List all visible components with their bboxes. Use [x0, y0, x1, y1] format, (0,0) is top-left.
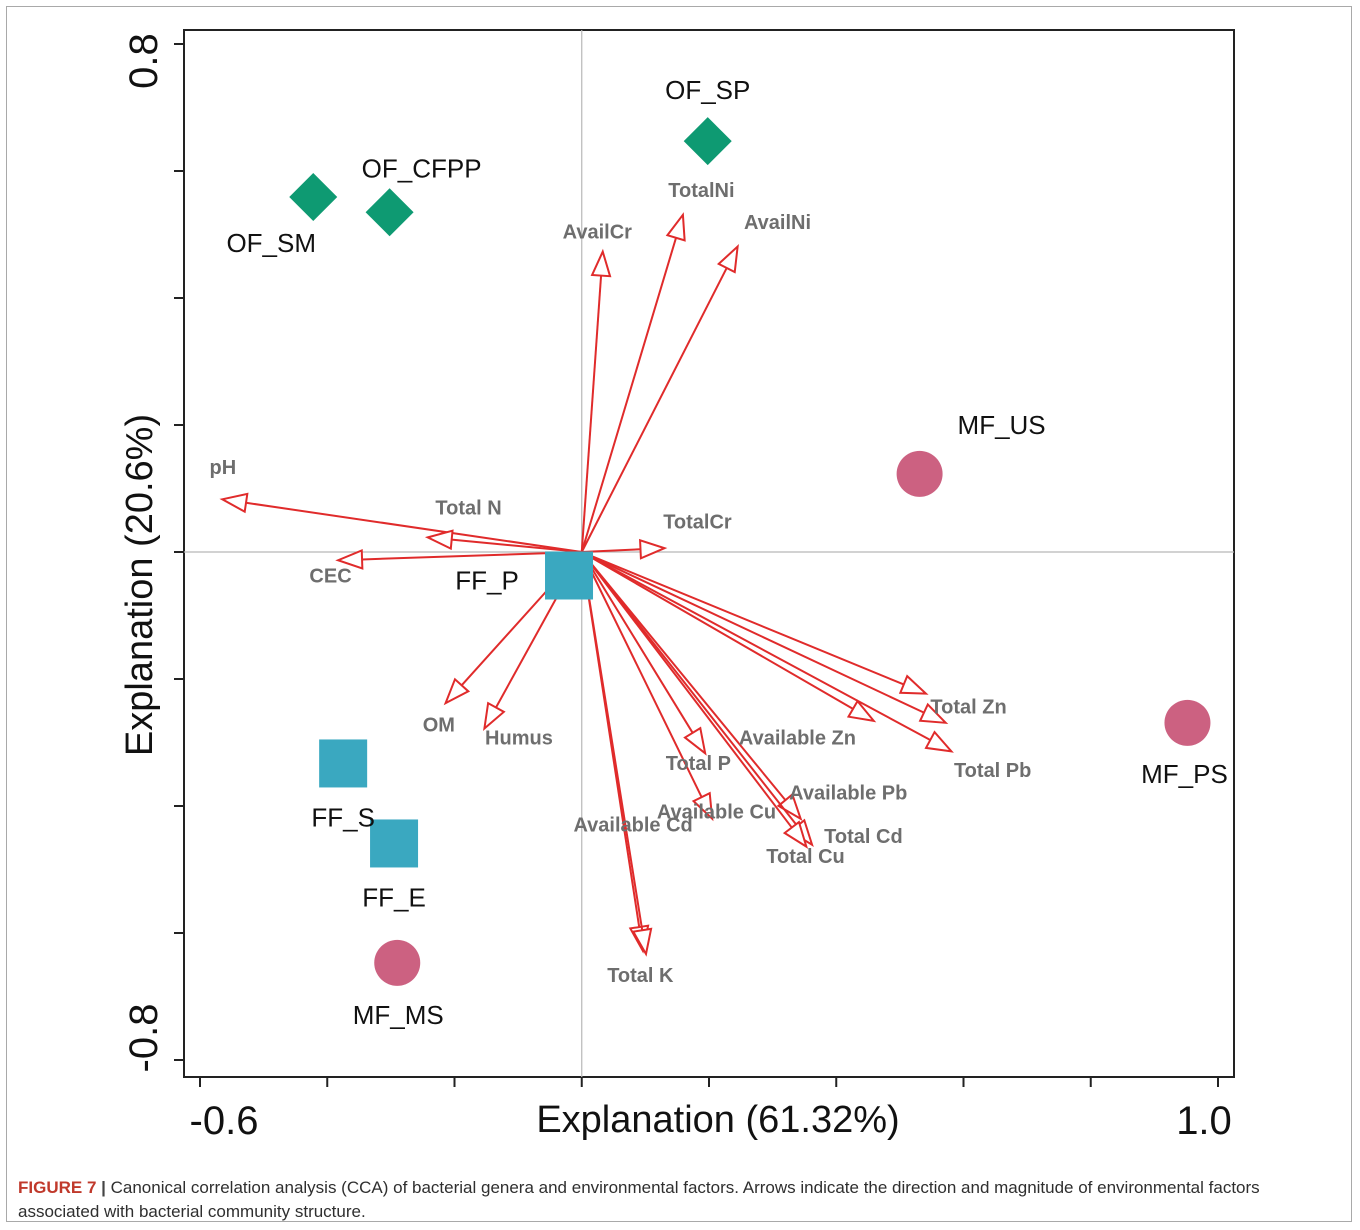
arrow-head: [665, 212, 686, 242]
arrow-label: Total Cu: [766, 846, 845, 868]
arrow-head: [782, 820, 809, 849]
arrow-shaft: [580, 551, 787, 801]
sample-label: OF_SM: [226, 228, 316, 258]
arrow-shaft: [581, 551, 854, 710]
arrow-label: AvailCr: [563, 221, 633, 243]
sample-label: OF_CFPP: [362, 153, 482, 183]
sample-label: FF_S: [311, 802, 375, 832]
arrow-head: [683, 726, 707, 756]
y-axis-label: Explanation (20.6%): [119, 414, 161, 756]
caption-text: Canonical correlation analysis (CCA) of …: [18, 1178, 1260, 1221]
sample-point-circle: [374, 939, 421, 986]
plot-area: pH Total N CEC TotalCr AvailCr TotalNi AvailNi…: [174, 29, 1235, 1087]
arrow-shaft: [581, 551, 925, 714]
sample-point-square: [319, 739, 368, 788]
arrow-shaft: [580, 267, 728, 553]
sample-label: MF_US: [958, 410, 1046, 440]
sample-point-square: [370, 819, 419, 868]
arrow-shaft: [580, 551, 703, 798]
arrow-head: [918, 702, 949, 725]
caption-separator: |: [96, 1178, 111, 1197]
arrow-label: Total Pb: [954, 760, 1031, 782]
arrow-head: [776, 792, 803, 821]
arrow-head: [424, 529, 454, 551]
arrow-head: [639, 538, 668, 560]
arrow-label: Total N: [435, 498, 501, 520]
arrow-head: [898, 674, 929, 695]
arrow-head: [219, 492, 249, 514]
cca-biplot: pH Total N CEC TotalCr AvailCr TotalNi AvailNi…: [119, 29, 1235, 1143]
figure-caption: FIGURE 7 | Canonical correlation analysi…: [18, 1176, 1343, 1224]
arrow-head: [590, 248, 612, 278]
arrow-label: Available Cd: [573, 814, 692, 836]
arrow-shaft: [581, 551, 931, 741]
arrow-head: [443, 677, 471, 706]
sample-point-diamond: [365, 188, 414, 237]
arrow-head: [483, 701, 506, 732]
arrow-head: [716, 244, 739, 274]
arrow-shaft: [580, 275, 603, 553]
arrow-label: CEC: [309, 565, 351, 587]
arrow-label: Total Cd: [824, 826, 903, 848]
arrow-head: [335, 548, 364, 570]
sample-point-circle: [896, 450, 943, 497]
arrow-label: Available Cu: [657, 802, 776, 824]
caption-label: FIGURE 7: [18, 1178, 97, 1197]
sample-point-circle: [1164, 699, 1211, 746]
arrow-label: Available Zn: [739, 727, 856, 749]
arrow-label: Available Pb: [789, 783, 907, 805]
arrow-label: Humus: [485, 727, 553, 749]
arrow-head: [846, 699, 877, 723]
arrow-shaft: [580, 237, 677, 553]
sample-point-diamond: [683, 117, 732, 166]
arrow-shaft: [581, 551, 905, 686]
sample-label: FF_E: [362, 882, 426, 912]
sample-label: FF_P: [455, 565, 519, 595]
arrow-shaft: [451, 538, 582, 553]
sample-label: MF_PS: [1141, 759, 1228, 789]
arrow-head: [631, 927, 653, 957]
arrow-shaft: [580, 551, 694, 734]
arrow-label: OM: [423, 715, 455, 737]
arrow-label: Total K: [607, 965, 674, 987]
arrow-label: TotalNi: [668, 180, 734, 202]
arrow-shaft: [580, 551, 644, 931]
arrow-label: Total Zn: [930, 696, 1006, 718]
sample-label: OF_SP: [665, 75, 750, 105]
figure-frame: [6, 6, 1352, 1222]
arrow-label: TotalCr: [663, 512, 732, 534]
x-tick-label-max: 1.0: [1176, 1099, 1232, 1143]
sample-point-diamond: [289, 173, 338, 222]
arrow-head: [924, 730, 954, 753]
arrow-label: pH: [210, 457, 237, 479]
sample-label: MF_MS: [353, 1000, 444, 1030]
sample-point-square: [545, 551, 594, 600]
arrow-label: AvailNi: [744, 212, 811, 234]
x-tick-label-min: -0.6: [190, 1099, 259, 1143]
arrow-head: [691, 791, 714, 822]
arrow-shaft: [245, 501, 582, 553]
y-tick-label-max: 0.8: [122, 33, 166, 89]
x-axis-label: Explanation (61.32%): [536, 1099, 899, 1141]
arrow-shaft: [580, 551, 793, 829]
arrow-label: Total P: [666, 753, 731, 775]
y-tick-label-min: -0.8: [122, 1004, 166, 1073]
